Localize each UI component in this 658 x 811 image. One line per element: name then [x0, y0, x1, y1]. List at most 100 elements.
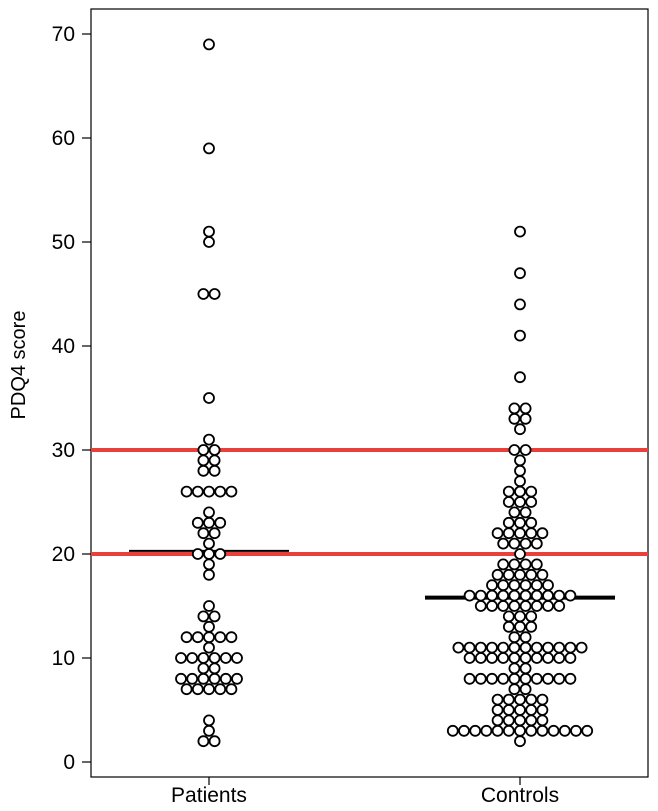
data-point-controls: [486, 672, 498, 685]
y-tick-label: 0: [63, 751, 75, 774]
data-point-patients: [203, 568, 215, 581]
data-point-controls: [508, 641, 521, 654]
data-point-patients: [197, 464, 210, 477]
data-point-patients: [175, 672, 187, 685]
y-axis: 0 10 20 30 40 50 60 70: [52, 23, 91, 774]
y-tick-label: 20: [52, 543, 75, 566]
data-point-controls: [519, 641, 532, 654]
data-point-controls: [525, 704, 538, 716]
data-point-controls: [502, 610, 515, 623]
data-point-controls: [497, 641, 510, 654]
data-point-controls: [525, 714, 538, 727]
data-point-controls: [553, 600, 566, 612]
data-point-patients: [203, 225, 215, 238]
data-point-patients: [208, 444, 221, 456]
data-point-controls: [519, 662, 532, 675]
data-point-patients: [203, 537, 215, 550]
data-point-patients: [208, 454, 221, 467]
data-point-patients: [197, 672, 210, 685]
data-point-patients: [197, 652, 210, 664]
data-point-patients: [203, 631, 215, 644]
data-point-controls: [536, 714, 549, 727]
data-point-controls: [542, 641, 554, 654]
data-point-controls: [514, 225, 526, 238]
data-point-controls: [525, 516, 538, 529]
data-point-controls: [474, 600, 487, 612]
data-point-controls: [514, 704, 526, 716]
data-point-controls: [508, 600, 521, 612]
data-point-patients: [208, 652, 221, 664]
data-point-controls: [497, 600, 510, 612]
data-point-controls: [542, 672, 554, 685]
data-point-controls: [463, 652, 476, 664]
data-point-patients: [203, 485, 215, 498]
data-point-controls: [564, 641, 577, 654]
data-point-controls: [514, 568, 526, 581]
data-point-controls: [525, 693, 538, 706]
data-point-controls: [514, 329, 526, 342]
data-point-controls: [553, 672, 566, 685]
y-tick-label: 50: [52, 231, 75, 254]
data-point-controls: [530, 558, 543, 571]
data-points: [175, 38, 594, 748]
data-point-controls: [525, 496, 538, 508]
data-point-controls: [502, 714, 515, 727]
data-point-controls: [519, 652, 532, 664]
data-point-controls: [536, 704, 549, 716]
data-point-controls: [514, 423, 526, 436]
data-point-controls: [474, 589, 487, 602]
x-category-label-controls: Controls: [481, 784, 559, 807]
data-point-controls: [514, 735, 526, 748]
data-point-controls: [514, 548, 526, 560]
y-tick-label: 10: [52, 647, 75, 670]
data-point-controls: [502, 527, 515, 540]
data-point-patients: [225, 631, 238, 644]
data-point-controls: [514, 485, 526, 498]
data-point-controls: [463, 672, 476, 685]
data-point-controls: [474, 641, 487, 654]
data-point-controls: [514, 267, 526, 280]
data-point-patients: [180, 631, 193, 644]
data-point-controls: [525, 568, 538, 581]
data-point-patients: [219, 652, 232, 664]
data-point-controls: [497, 579, 510, 592]
data-point-controls: [564, 672, 577, 685]
data-point-patients: [231, 652, 243, 664]
data-point-patients: [197, 454, 210, 467]
data-point-patients: [203, 433, 215, 446]
data-point-controls: [486, 600, 498, 612]
data-point-controls: [519, 600, 532, 612]
data-point-patients: [214, 485, 227, 498]
data-point-controls: [530, 589, 543, 602]
data-point-controls: [514, 464, 526, 477]
data-point-controls: [553, 589, 566, 602]
data-point-patients: [197, 662, 210, 675]
data-point-patients: [208, 735, 221, 748]
data-point-patients: [203, 236, 215, 248]
data-point-patients: [208, 662, 221, 675]
data-point-controls: [508, 412, 521, 425]
data-point-patients: [197, 288, 210, 300]
data-point-patients: [225, 485, 238, 498]
data-point-patients: [191, 485, 204, 498]
data-point-controls: [514, 724, 526, 737]
data-point-controls: [519, 402, 532, 415]
data-point-controls: [446, 724, 459, 737]
data-point-patients: [203, 683, 215, 696]
data-point-controls: [497, 537, 510, 550]
data-point-controls: [491, 704, 504, 716]
data-point-controls: [519, 683, 532, 696]
data-point-controls: [519, 558, 532, 571]
data-point-patients: [203, 392, 215, 404]
data-point-controls: [452, 641, 465, 654]
data-point-controls: [519, 506, 532, 519]
data-point-controls: [508, 631, 521, 644]
data-point-controls: [502, 496, 515, 508]
data-point-controls: [530, 537, 543, 550]
y-tick-label: 40: [52, 335, 75, 358]
data-point-controls: [542, 579, 554, 592]
data-point-patients: [191, 683, 204, 696]
data-point-controls: [514, 693, 526, 706]
data-point-patients: [203, 558, 215, 571]
data-point-controls: [491, 714, 504, 727]
